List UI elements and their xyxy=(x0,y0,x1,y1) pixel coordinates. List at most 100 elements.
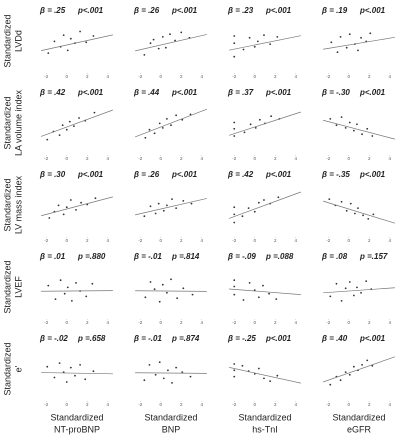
beta-label: β = .01 xyxy=(39,252,66,261)
fit-line xyxy=(135,290,207,292)
p-label: p<.001 xyxy=(359,6,386,15)
fit-line xyxy=(135,372,207,374)
point xyxy=(263,377,265,380)
beta-label: β = .19 xyxy=(321,6,348,15)
x-tick-label: 0 xyxy=(65,238,68,243)
point xyxy=(241,364,244,367)
fit-line xyxy=(135,198,207,216)
point xyxy=(233,55,236,58)
point xyxy=(166,291,168,294)
point xyxy=(335,282,338,285)
beta-label: β = .26 xyxy=(133,6,160,15)
point xyxy=(73,125,75,127)
row-label: LVEF xyxy=(13,276,23,298)
fit-line xyxy=(229,288,301,295)
x-tick-label: -2 xyxy=(44,320,48,325)
beta-label: β = .30 xyxy=(39,170,66,179)
x-tick-label: 0 xyxy=(347,402,350,407)
x-tick-label: 0 xyxy=(159,74,162,79)
x-tick-label: 0 xyxy=(65,320,68,325)
point xyxy=(189,113,192,116)
row-label: Standardized xyxy=(2,178,12,231)
point xyxy=(162,377,165,380)
point xyxy=(233,35,236,37)
x-tick-label: 2 xyxy=(86,238,89,243)
point xyxy=(335,124,338,127)
point xyxy=(92,370,95,373)
x-tick-label: 4 xyxy=(200,238,203,243)
x-tick-label: 4 xyxy=(294,156,297,161)
point xyxy=(154,373,157,376)
point xyxy=(158,122,161,125)
point xyxy=(153,132,156,135)
point xyxy=(63,292,66,295)
point xyxy=(162,209,165,212)
p-label: p<.001 xyxy=(265,88,292,97)
point xyxy=(144,136,147,139)
x-tick-label: 4 xyxy=(106,156,109,161)
col-label: hs-TnI xyxy=(252,424,278,434)
point xyxy=(262,284,264,287)
x-tick-label: 0 xyxy=(253,74,256,79)
point xyxy=(161,283,164,286)
point xyxy=(248,282,251,284)
row-label: Standardized xyxy=(2,14,12,67)
point xyxy=(158,361,161,364)
point xyxy=(62,34,65,36)
beta-label: β = .23 xyxy=(227,6,254,15)
point xyxy=(175,114,178,117)
x-tick-label: 0 xyxy=(159,320,162,325)
point xyxy=(62,371,65,373)
x-tick-label: 2 xyxy=(180,74,183,79)
x-tick-label: -2 xyxy=(326,74,330,79)
point xyxy=(233,206,236,209)
fit-line xyxy=(41,109,113,137)
row-label: Standardized xyxy=(2,342,12,395)
x-tick-label: 0 xyxy=(253,156,256,161)
x-tick-label: 4 xyxy=(106,74,109,79)
point xyxy=(66,286,69,289)
col-label: eGFR xyxy=(347,424,372,434)
point xyxy=(170,278,172,281)
point xyxy=(169,33,171,36)
point xyxy=(75,282,77,284)
point xyxy=(93,111,96,114)
p-label: p<.001 xyxy=(265,334,292,343)
point xyxy=(91,282,94,285)
point xyxy=(70,300,73,302)
p-label: p =.874 xyxy=(171,334,200,343)
point xyxy=(65,206,68,209)
p-label: p =.658 xyxy=(77,334,106,343)
beta-label: β = .44 xyxy=(133,88,160,97)
x-tick-label: 2 xyxy=(180,320,183,325)
fit-line xyxy=(229,367,301,384)
point xyxy=(276,36,279,38)
point xyxy=(356,123,358,126)
point xyxy=(356,286,358,289)
point xyxy=(340,200,343,203)
point xyxy=(357,207,359,210)
point xyxy=(360,36,362,39)
x-tick-label: 4 xyxy=(106,320,109,325)
point xyxy=(164,46,167,49)
x-tick-label: 0 xyxy=(65,74,68,79)
p-label: p =.814 xyxy=(171,252,200,261)
x-tick-label: -2 xyxy=(44,238,48,243)
point xyxy=(149,42,152,45)
point xyxy=(369,32,372,35)
point xyxy=(269,380,272,382)
point xyxy=(69,366,72,369)
col-label: Standardized xyxy=(332,412,385,422)
fit-line xyxy=(41,372,113,375)
point xyxy=(180,31,183,34)
fit-line xyxy=(41,290,113,292)
point xyxy=(46,138,49,141)
point xyxy=(85,41,88,44)
point xyxy=(153,288,156,291)
col-label: BNP xyxy=(162,424,181,434)
beta-label: β = .42 xyxy=(227,170,254,179)
x-tick-label: 2 xyxy=(274,402,277,407)
point xyxy=(354,212,356,215)
point xyxy=(69,199,72,201)
x-tick-label: -2 xyxy=(44,74,48,79)
